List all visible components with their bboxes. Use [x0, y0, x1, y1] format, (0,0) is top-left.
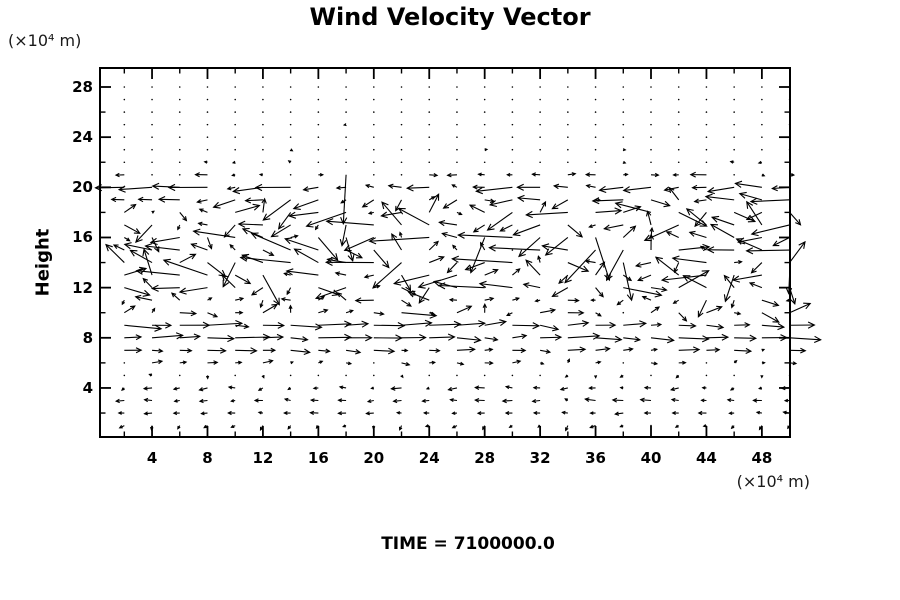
x-tick-label: 32 — [529, 449, 551, 467]
x-tick-label: 8 — [202, 449, 213, 467]
y-tick-label: 4 — [82, 378, 93, 397]
y-tick-label: 24 — [72, 128, 93, 147]
x-tick-label: 12 — [252, 449, 274, 467]
y-tick-label: 8 — [82, 328, 93, 347]
x-tick-label: 20 — [363, 449, 385, 467]
y-axis-unit-label: (×10⁴ m) — [8, 31, 82, 50]
x-tick-label: 36 — [585, 449, 606, 467]
wind-vector-arrows — [94, 86, 822, 432]
axes-layer — [99, 67, 791, 438]
x-tick-label: 16 — [307, 449, 329, 467]
y-tick-label: 16 — [72, 228, 93, 247]
y-tick-label: 20 — [72, 178, 93, 197]
y-tick-label: 12 — [72, 278, 93, 297]
x-tick-label: 40 — [640, 449, 662, 467]
time-label: TIME = 7100000.0 — [381, 534, 555, 554]
x-tick-label: 24 — [418, 449, 440, 467]
x-tick-label: 28 — [474, 449, 496, 467]
x-tick-label: 44 — [696, 449, 717, 467]
y-tick-label: 28 — [72, 78, 93, 96]
chart-title: Wind Velocity Vector — [309, 3, 591, 31]
x-tick-label: 48 — [751, 449, 773, 467]
x-tick-label: 4 — [146, 449, 158, 467]
x-axis-unit-label: (×10⁴ m) — [736, 472, 810, 491]
